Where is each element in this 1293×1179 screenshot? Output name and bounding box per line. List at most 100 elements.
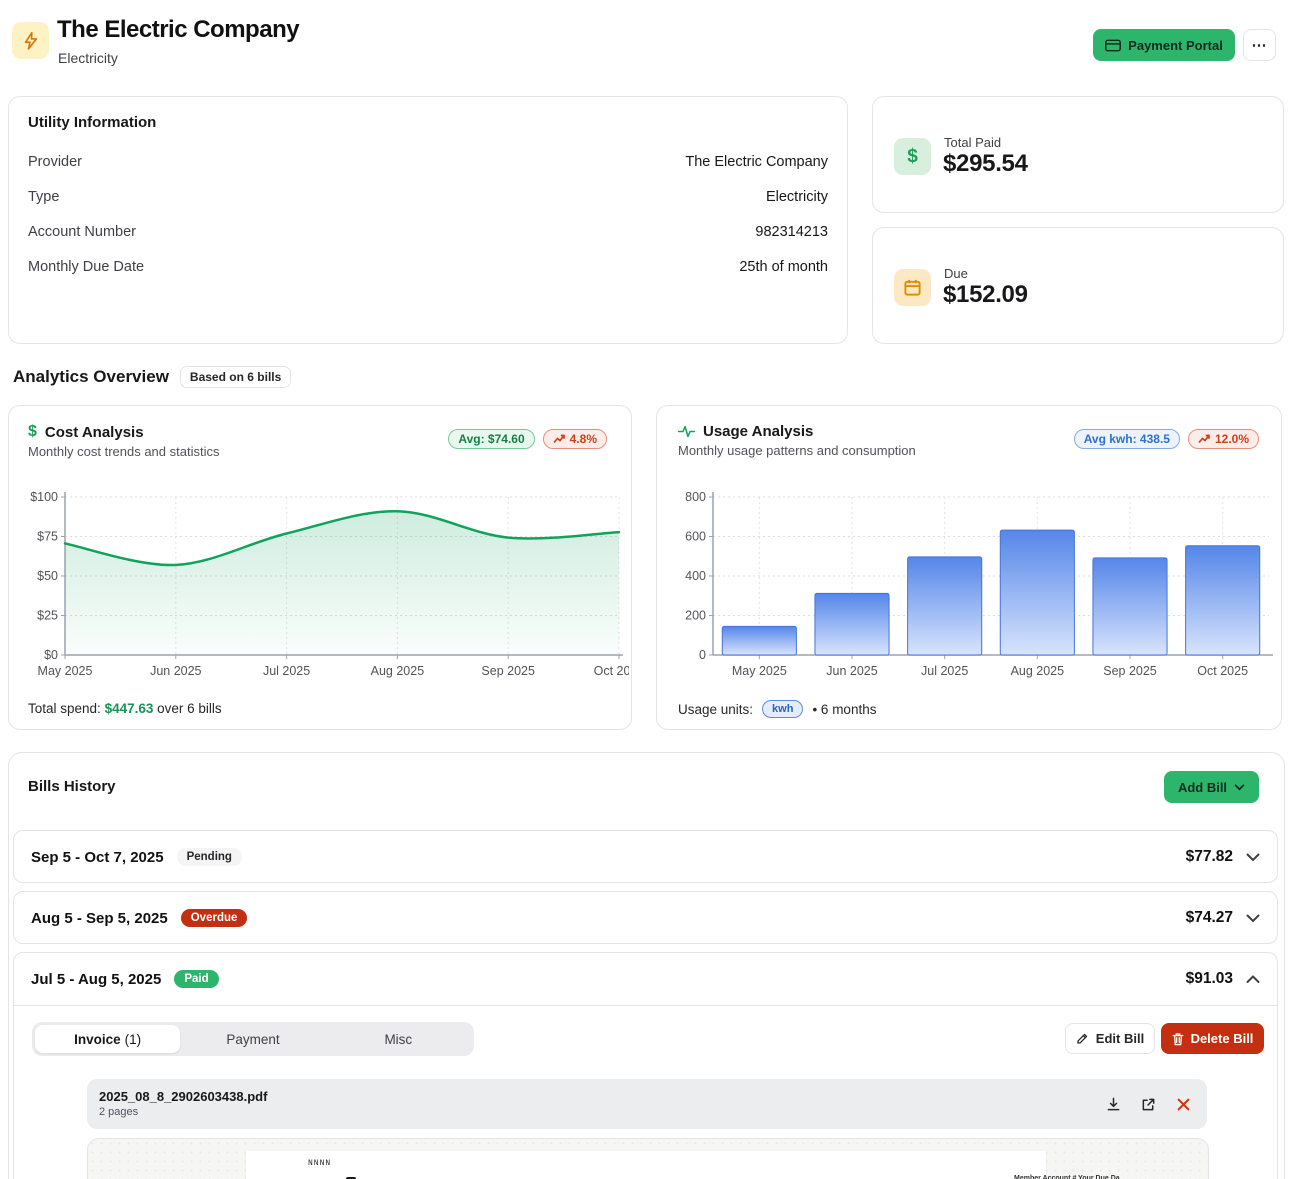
svg-text:400: 400	[685, 569, 706, 583]
trending-up-icon	[553, 434, 565, 444]
chevron-up-icon[interactable]	[1246, 975, 1260, 984]
open-external-button[interactable]	[1139, 1095, 1157, 1113]
pdf-preview-panel[interactable]: NNNN Member Account # Your Due Da	[87, 1138, 1209, 1179]
external-link-icon	[1141, 1097, 1156, 1112]
svg-text:Jun 2025: Jun 2025	[150, 664, 201, 678]
due-value: $152.09	[943, 281, 1028, 309]
bill-amount: $77.82	[1186, 848, 1233, 866]
attachment-tabs: Invoice (1) Payment Misc	[32, 1022, 474, 1056]
cost-average-badge: Avg: $74.60	[448, 429, 534, 449]
usage-bar-chart: 0200400600800May 2025Jun 2025Jul 2025Aug…	[661, 487, 1279, 687]
cost-footer: Total spend: $447.63 over 6 bills	[28, 701, 222, 716]
lightning-bolt-icon	[21, 31, 41, 51]
due-label: Due	[944, 266, 968, 281]
svg-text:600: 600	[685, 530, 706, 544]
bill-amount: $91.03	[1186, 970, 1233, 988]
svg-text:$100: $100	[30, 490, 58, 504]
cost-analysis-card: $ Cost Analysis Monthly cost trends and …	[8, 405, 632, 730]
page-title: The Electric Company	[57, 16, 299, 44]
delete-bill-button[interactable]: Delete Bill	[1161, 1023, 1264, 1054]
calendar-icon	[894, 269, 931, 306]
row-value: 982314213	[755, 224, 828, 240]
svg-text:May 2025: May 2025	[732, 664, 787, 678]
total-paid-label: Total Paid	[944, 135, 1001, 150]
chevron-down-icon	[1234, 784, 1245, 791]
svg-text:$75: $75	[37, 530, 58, 544]
usage-duration: • 6 months	[812, 702, 876, 717]
bill-row-overdue[interactable]: Aug 5 - Sep 5, 2025 Overdue $74.27	[13, 891, 1278, 944]
row-value: The Electric Company	[685, 154, 828, 170]
svg-text:$0: $0	[44, 648, 58, 662]
row-label: Account Number	[28, 224, 136, 240]
cost-trend-badge: 4.8%	[543, 429, 607, 449]
usage-average-badge: Avg kwh: 438.5	[1074, 429, 1180, 449]
more-options-button[interactable]: ⋯	[1243, 29, 1276, 61]
tab-misc[interactable]: Misc	[326, 1025, 471, 1053]
bill-amount: $74.27	[1186, 909, 1233, 927]
attachment-pages: 2 pages	[99, 1106, 138, 1118]
cost-line-chart: $0$25$50$75$100May 2025Jun 2025Jul 2025A…	[17, 487, 629, 687]
row-label: Type	[28, 189, 59, 205]
activity-icon	[678, 424, 695, 439]
utility-row-due-date: Monthly Due Date 25th of month	[9, 249, 847, 284]
usage-footer: Usage units: kwh • 6 months	[678, 700, 876, 718]
bill-row-header[interactable]: Jul 5 - Aug 5, 2025 Paid $91.03	[14, 953, 1277, 1005]
utility-row-provider: Provider The Electric Company	[9, 144, 847, 179]
add-bill-button[interactable]: Add Bill	[1164, 771, 1259, 803]
analytics-badge: Based on 6 bills	[180, 366, 291, 388]
chevron-down-icon[interactable]	[1246, 853, 1260, 862]
dollar-icon: $	[894, 138, 931, 175]
pdf-page: NNNN Member Account # Your Due Da	[246, 1151, 1046, 1179]
add-bill-label: Add Bill	[1178, 780, 1227, 795]
bills-history-card: Bills History Add Bill Sep 5 - Oct 7, 20…	[8, 752, 1285, 1179]
svg-text:Aug 2025: Aug 2025	[371, 664, 425, 678]
page-subtitle: Electricity	[58, 50, 118, 66]
remove-attachment-button[interactable]	[1174, 1095, 1192, 1113]
bill-period: Sep 5 - Oct 7, 2025	[31, 849, 164, 866]
usage-analysis-subtitle: Monthly usage patterns and consumption	[678, 443, 916, 458]
status-badge: Pending	[177, 848, 242, 866]
tab-invoice[interactable]: Invoice (1)	[35, 1025, 180, 1053]
utility-detail-page: The Electric Company Electricity Payment…	[0, 0, 1293, 1179]
row-value: 25th of month	[739, 259, 828, 275]
svg-text:Aug 2025: Aug 2025	[1011, 664, 1065, 678]
svg-text:Sep 2025: Sep 2025	[481, 664, 535, 678]
svg-text:Jul 2025: Jul 2025	[921, 664, 968, 678]
edit-bill-button[interactable]: Edit Bill	[1065, 1023, 1155, 1054]
pdf-header-text: NNNN	[308, 1159, 331, 1168]
payment-portal-label: Payment Portal	[1128, 38, 1223, 53]
total-spend-amount: $447.63	[105, 701, 154, 716]
utility-logo	[12, 22, 49, 59]
download-icon	[1106, 1097, 1121, 1112]
usage-analysis-title: Usage Analysis	[703, 423, 813, 440]
utility-row-type: Type Electricity	[9, 179, 847, 214]
total-paid-value: $295.54	[943, 150, 1028, 178]
attachment-row[interactable]: 2025_08_8_2902603438.pdf 2 pages	[87, 1079, 1207, 1129]
usage-analysis-card: Usage Analysis Monthly usage patterns an…	[656, 405, 1282, 730]
svg-text:$50: $50	[37, 569, 58, 583]
close-icon	[1177, 1098, 1190, 1111]
tab-invoice-count: (1)	[125, 1032, 142, 1047]
utility-info-title: Utility Information	[9, 97, 847, 140]
download-button[interactable]	[1104, 1095, 1122, 1113]
payment-portal-button[interactable]: Payment Portal	[1093, 29, 1235, 61]
total-paid-card: $ Total Paid $295.54	[872, 96, 1284, 213]
bill-row-pending[interactable]: Sep 5 - Oct 7, 2025 Pending $77.82	[13, 830, 1278, 883]
row-label: Provider	[28, 154, 82, 170]
divider	[14, 1005, 1277, 1006]
cost-analysis-title: Cost Analysis	[45, 424, 144, 441]
svg-text:0: 0	[699, 648, 706, 662]
svg-text:$25: $25	[37, 609, 58, 623]
tab-payment[interactable]: Payment	[180, 1025, 325, 1053]
svg-text:Jul 2025: Jul 2025	[263, 664, 310, 678]
cost-analysis-subtitle: Monthly cost trends and statistics	[28, 444, 219, 459]
status-badge: Overdue	[181, 909, 248, 927]
trending-up-icon	[1198, 434, 1210, 444]
dollar-icon: $	[28, 423, 37, 441]
bill-row-expanded: Jul 5 - Aug 5, 2025 Paid $91.03 Invoice …	[13, 952, 1278, 1179]
unit-chip: kwh	[762, 700, 803, 718]
credit-card-icon	[1105, 39, 1121, 52]
chevron-down-icon[interactable]	[1246, 914, 1260, 923]
analytics-heading: Analytics Overview	[13, 367, 169, 387]
svg-text:800: 800	[685, 490, 706, 504]
